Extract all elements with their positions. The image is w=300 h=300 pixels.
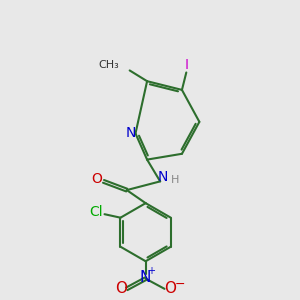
Text: Cl: Cl [89, 206, 103, 220]
Text: I: I [184, 58, 188, 72]
Text: N: N [158, 170, 168, 184]
Text: N: N [126, 127, 136, 140]
Text: O: O [116, 281, 128, 296]
Text: O: O [92, 172, 103, 186]
Text: O: O [164, 281, 176, 296]
Text: H: H [171, 175, 179, 185]
Text: +: + [147, 266, 155, 275]
Text: −: − [174, 278, 185, 291]
Text: CH₃: CH₃ [99, 60, 119, 70]
Text: N: N [140, 270, 151, 285]
